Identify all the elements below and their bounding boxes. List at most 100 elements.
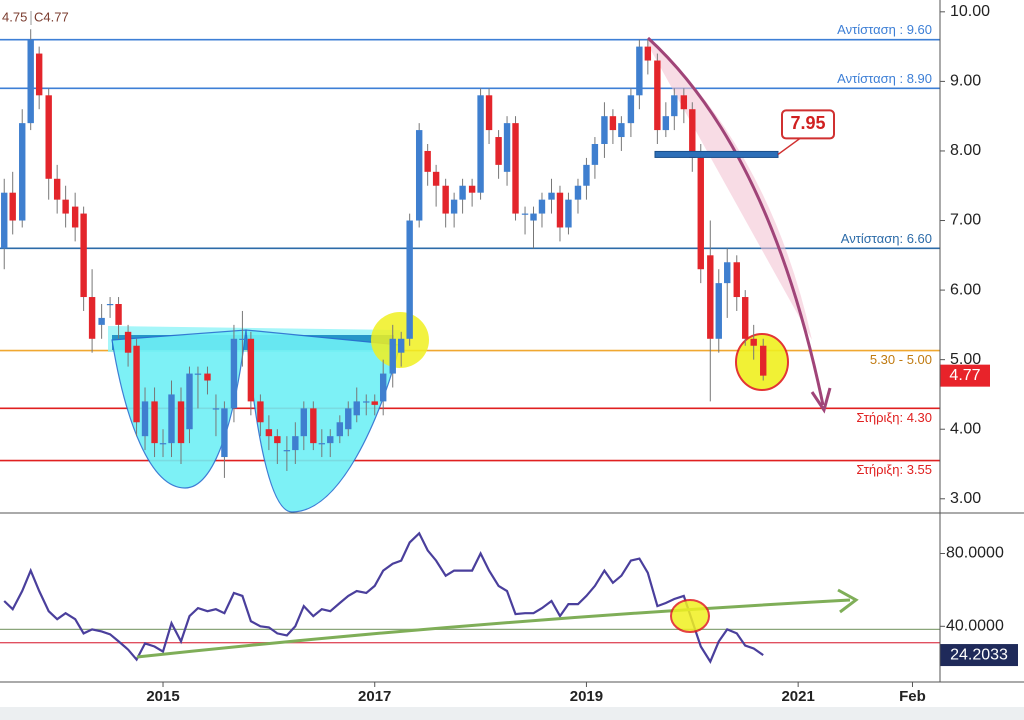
- candle-body: [212, 408, 220, 410]
- y-tick-label: 5.00: [950, 351, 981, 368]
- candle-body: [230, 338, 238, 409]
- right-cup: [245, 329, 401, 513]
- y-tick-label: 4.00: [950, 420, 981, 437]
- candle-body: [601, 116, 608, 144]
- candle-body: [310, 408, 317, 444]
- indicator-trend: [136, 598, 851, 659]
- level-label: Στήριξη: 3.55: [856, 462, 932, 477]
- candle-body: [379, 373, 387, 402]
- candle-body: [459, 185, 466, 200]
- candle-body: [680, 95, 688, 110]
- candle-body: [424, 150, 431, 172]
- candle-body: [644, 46, 652, 61]
- pattern-drawing: [108, 36, 832, 513]
- y-tick-label: 40.0000: [946, 618, 1004, 635]
- candle-body: [715, 283, 722, 339]
- level-label: Αντίσταση : 8.90: [837, 71, 932, 86]
- candle-body: [450, 199, 458, 214]
- candle-body: [468, 185, 476, 193]
- close-label: C4.77: [34, 9, 69, 24]
- candle-body: [221, 408, 228, 458]
- candle-body: [697, 157, 704, 270]
- candle-body: [168, 394, 175, 444]
- candle-body: [71, 206, 79, 228]
- candle-body: [750, 338, 757, 346]
- candle-body: [177, 401, 185, 444]
- candle-body: [609, 116, 617, 131]
- indicator-line: [3, 531, 764, 664]
- candle-body: [274, 436, 281, 444]
- candle-body: [88, 297, 96, 339]
- level-label: 5.30 - 5.00: [870, 352, 932, 367]
- level-label: Αντίσταση: 6.60: [841, 231, 932, 246]
- candle-body: [115, 304, 122, 325]
- candle-body: [45, 95, 52, 179]
- candle-body: [512, 123, 519, 214]
- candle-body: [406, 220, 413, 339]
- candle-body: [283, 450, 291, 452]
- candle-body: [556, 192, 564, 228]
- candle-body: [521, 213, 529, 215]
- candle-body: [538, 199, 546, 214]
- candle-body: [353, 401, 360, 416]
- arrow-head: [810, 387, 832, 414]
- candle-body: [1, 192, 8, 249]
- value-tag-label: 24.2033: [950, 646, 1008, 663]
- callout-box: [781, 109, 835, 140]
- candle-body: [724, 262, 731, 284]
- candle-body: [257, 401, 264, 423]
- price-tag-label: 4.77: [949, 367, 980, 384]
- y-tick-label: 6.00: [950, 281, 981, 298]
- x-tick-label: 2021: [781, 688, 814, 705]
- candle-body: [300, 408, 308, 437]
- ohlc-label: 4.75: [2, 9, 27, 24]
- overlay-layer: 3.00 4.00 5.00 6.00 7.00 8.00 9.00 10.00 2015 201…: [146, 3, 1018, 705]
- y-tick-label: 8.00: [950, 142, 981, 159]
- candle-body: [689, 109, 696, 158]
- value-tag: [940, 644, 1018, 667]
- candle-body: [495, 137, 502, 165]
- candle-body: [485, 95, 493, 131]
- candle-body: [530, 213, 537, 221]
- price-tag: [940, 364, 990, 387]
- y-tick-label: 10.00: [950, 3, 990, 20]
- candle-body: [9, 192, 16, 221]
- candle-body: [733, 262, 740, 298]
- candle-body: [247, 338, 255, 402]
- candle-body: [35, 53, 43, 96]
- marks-layer: [1, 29, 779, 664]
- candle-body: [618, 123, 625, 138]
- candle-body: [654, 60, 661, 131]
- candle-body: [124, 331, 132, 353]
- candle-body: [503, 123, 511, 172]
- callout-zone: [654, 150, 779, 158]
- candle-body: [345, 408, 352, 430]
- candle-body: [397, 338, 405, 353]
- candle-body: [106, 304, 114, 306]
- candle-body: [671, 95, 678, 117]
- level-label: Αντίσταση : 9.60: [837, 22, 932, 37]
- candle-body: [760, 345, 767, 376]
- status-bar: [0, 707, 1024, 720]
- candle-body: [636, 46, 643, 96]
- candle-body: [371, 401, 378, 405]
- candle-body: [442, 185, 449, 214]
- candle-body: [239, 338, 246, 340]
- x-tick-label: 2015: [146, 688, 179, 705]
- arrow-head: [837, 588, 859, 614]
- indicator-drawing: [136, 588, 859, 659]
- candle-body: [389, 338, 396, 374]
- candle-body: [98, 317, 105, 325]
- x-tick-label: 2019: [570, 688, 603, 705]
- candle-body: [159, 443, 167, 445]
- x-tick-label: 2017: [358, 688, 391, 705]
- candle-body: [707, 255, 714, 339]
- candle-body: [292, 436, 299, 451]
- candle-body: [477, 95, 484, 193]
- arrow-area: [648, 38, 812, 340]
- candle-body: [432, 171, 440, 186]
- level-label: Στήριξη: 4.30: [856, 410, 932, 425]
- candle-body: [662, 116, 670, 131]
- trend-arrow: [646, 36, 825, 406]
- candle-body: [27, 39, 34, 124]
